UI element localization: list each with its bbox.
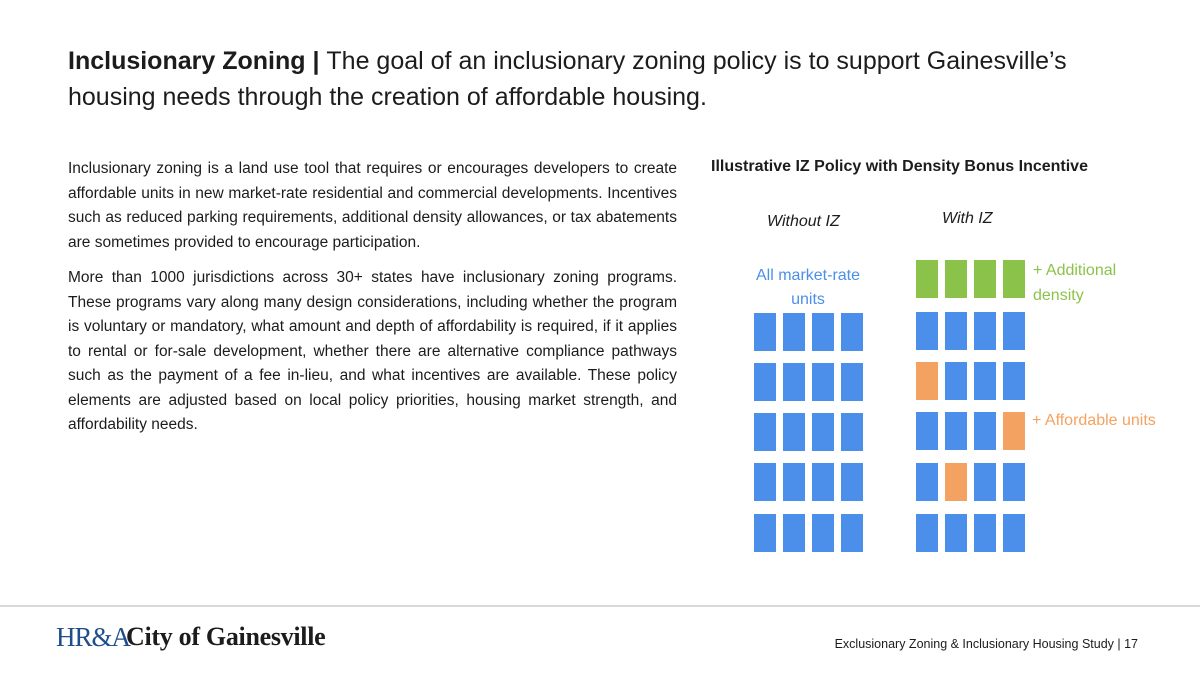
title-bold: Inclusionary Zoning | (68, 47, 327, 75)
market-rate-unit (841, 463, 863, 501)
market-rate-unit (841, 313, 863, 351)
market-rate-unit (783, 363, 805, 401)
market-rate-unit (783, 413, 805, 451)
hra-logo-mark: HR&A (56, 622, 131, 652)
market-rate-unit (841, 363, 863, 401)
market-rate-unit (916, 463, 938, 501)
market-rate-unit (783, 313, 805, 351)
market-rate-unit (1003, 463, 1025, 501)
affordable-unit (1003, 412, 1025, 450)
market-rate-unit (974, 412, 996, 450)
without-iz-label: Without IZ (767, 213, 840, 230)
page-title: Inclusionary Zoning | The goal of an inc… (68, 43, 1068, 115)
footer-divider (0, 605, 1200, 607)
market-rate-unit (812, 514, 834, 552)
market-rate-unit (916, 312, 938, 350)
market-rate-unit (916, 514, 938, 552)
market-rate-label: All market-rate units (755, 267, 861, 308)
title-rest: The goal of an inclusionary zoning polic… (68, 47, 1067, 111)
market-rate-unit (945, 514, 967, 552)
market-rate-unit (783, 514, 805, 552)
paragraph-2: More than 1000 jurisdictions across 30+ … (68, 269, 677, 433)
market-rate-unit (974, 463, 996, 501)
body-text: Inclusionary zoning is a land use tool t… (68, 157, 677, 449)
market-rate-unit (754, 514, 776, 552)
market-rate-unit (812, 413, 834, 451)
market-rate-unit (812, 463, 834, 501)
market-rate-unit (945, 412, 967, 450)
market-rate-unit (974, 362, 996, 400)
additional-density-unit (916, 260, 938, 298)
city-name-logo: City of Gainesville (126, 622, 326, 651)
market-rate-unit (754, 313, 776, 351)
market-rate-unit (1003, 312, 1025, 350)
market-rate-unit (754, 413, 776, 451)
market-rate-unit (812, 363, 834, 401)
market-rate-unit (1003, 514, 1025, 552)
market-rate-unit (916, 412, 938, 450)
market-rate-unit (754, 463, 776, 501)
market-rate-unit (841, 413, 863, 451)
figure-title: Illustrative IZ Policy with Density Bonu… (711, 158, 1088, 175)
additional-density-unit (945, 260, 967, 298)
market-rate-unit (945, 362, 967, 400)
market-rate-unit (754, 363, 776, 401)
paragraph-1: Inclusionary zoning is a land use tool t… (68, 160, 677, 251)
market-rate-unit (812, 313, 834, 351)
affordable-unit (945, 463, 967, 501)
market-rate-unit (974, 312, 996, 350)
footer-text: Exclusionary Zoning & Inclusionary Housi… (834, 637, 1138, 651)
market-rate-unit (974, 514, 996, 552)
additional-density-unit (1003, 260, 1025, 298)
market-rate-unit (1003, 362, 1025, 400)
affordable-unit (916, 362, 938, 400)
market-rate-unit (783, 463, 805, 501)
with-iz-label: With IZ (942, 210, 993, 227)
market-rate-unit (945, 312, 967, 350)
market-rate-unit (841, 514, 863, 552)
affordable-units-label: + Affordable units (1032, 412, 1156, 429)
additional-density-unit (974, 260, 996, 298)
additional-density-label: + Additional density (1033, 262, 1117, 304)
